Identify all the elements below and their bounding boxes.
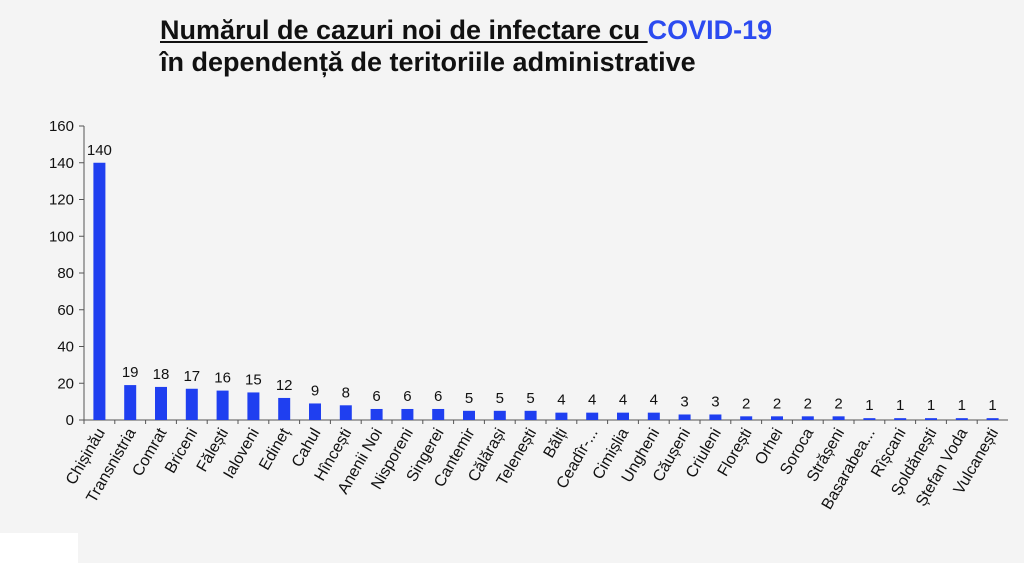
bar	[401, 408, 414, 420]
data-label: 16	[214, 370, 231, 387]
y-tick-label: 140	[49, 155, 74, 172]
bar	[863, 418, 876, 420]
bar	[309, 403, 321, 420]
bar	[832, 416, 845, 420]
y-tick-label: 60	[57, 302, 74, 319]
data-label: 4	[650, 392, 658, 409]
chart-title-line1: Numărul de cazuri noi de infectare cu CO…	[160, 14, 772, 46]
bar	[617, 412, 629, 420]
data-label: 12	[276, 377, 293, 394]
data-label: 5	[526, 390, 534, 407]
data-label: 18	[153, 366, 170, 383]
bar	[247, 392, 260, 420]
y-tick-label: 0	[66, 412, 74, 429]
data-label: 1	[927, 397, 935, 414]
bar	[524, 410, 537, 420]
data-label: 1	[896, 397, 904, 414]
bar	[463, 410, 475, 420]
chart-title-main: Numărul de cazuri noi de infectare cu	[160, 15, 648, 45]
y-tick-label: 120	[49, 192, 74, 209]
data-label: 6	[434, 388, 442, 405]
data-label: 2	[834, 395, 842, 412]
bar	[894, 418, 907, 420]
data-label: 140	[87, 142, 112, 159]
bar	[555, 412, 568, 420]
data-label: 2	[742, 395, 750, 412]
category-label: Edineț	[256, 425, 294, 473]
data-label: 6	[403, 388, 411, 405]
data-label: 8	[342, 384, 350, 401]
data-label: 9	[311, 382, 319, 399]
bar	[216, 390, 229, 420]
bar	[370, 408, 383, 420]
bar	[986, 418, 999, 420]
bar	[278, 397, 291, 420]
data-label: 4	[588, 392, 596, 409]
chart-title-line2: în dependență de teritoriile administrat…	[160, 47, 696, 77]
category-label: Bălți	[541, 426, 571, 461]
bar	[709, 414, 722, 420]
y-tick-label: 80	[57, 265, 74, 282]
bar	[647, 412, 660, 420]
data-label: 4	[619, 392, 627, 409]
bar	[93, 162, 106, 420]
bar	[155, 386, 167, 420]
bar	[678, 414, 691, 420]
data-label: 5	[465, 390, 473, 407]
bar	[339, 405, 352, 420]
data-label: 4	[557, 392, 565, 409]
y-tick-label: 100	[49, 228, 74, 245]
bar	[740, 416, 753, 420]
bar	[493, 410, 506, 420]
bar	[925, 418, 937, 420]
data-label: 1	[958, 397, 966, 414]
data-label: 2	[804, 395, 812, 412]
data-label: 5	[496, 390, 504, 407]
bar	[124, 385, 137, 420]
y-tick-label: 20	[57, 375, 74, 392]
y-tick-label: 160	[49, 118, 74, 135]
bar	[185, 388, 198, 420]
chart-title: Numărul de cazuri noi de infectare cu CO…	[160, 14, 772, 78]
data-label: 17	[183, 368, 200, 385]
y-tick-label: 40	[57, 339, 74, 356]
data-label: 2	[773, 395, 781, 412]
bar	[432, 408, 445, 420]
data-label: 19	[122, 364, 139, 381]
data-label: 15	[245, 371, 262, 388]
data-label: 3	[680, 393, 688, 410]
data-label: 1	[865, 397, 873, 414]
bar	[801, 416, 814, 420]
corner-blank	[0, 533, 78, 563]
data-label: 3	[711, 393, 719, 410]
bar	[586, 412, 599, 420]
data-label: 1	[988, 397, 996, 414]
chart-title-accent: COVID-19	[647, 15, 773, 45]
data-label: 6	[372, 388, 380, 405]
bar	[955, 418, 968, 420]
bar	[771, 416, 783, 420]
